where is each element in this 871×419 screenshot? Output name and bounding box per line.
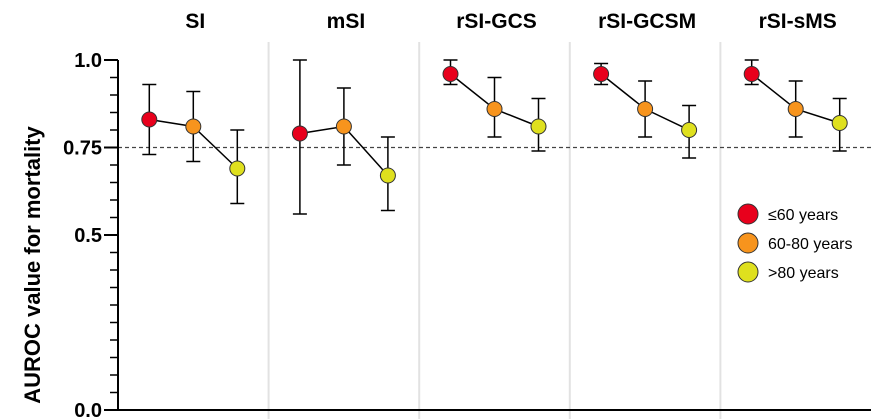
y-tick-label: 0.0 (74, 400, 102, 419)
series-layer (141, 59, 848, 215)
data-point (681, 122, 698, 138)
panel-title: SI (185, 10, 205, 33)
y-axis: 1.0 0.75 0.5 0.0 (63, 50, 871, 419)
data-point (442, 66, 459, 82)
panel-titles: SI mSI rSI-GCS rSI-GCSM rSI-sMS (185, 10, 836, 33)
panel-title: rSI-GCSM (598, 10, 696, 33)
data-point (185, 118, 202, 135)
panel-title: mSI (327, 10, 366, 33)
data-point (141, 111, 158, 128)
panel-series (593, 62, 698, 159)
data-point (787, 101, 804, 117)
panel-series (141, 83, 246, 205)
data-point (486, 101, 503, 117)
legend-marker (737, 261, 759, 283)
panel-title: rSI-sMS (759, 10, 837, 33)
data-point (291, 125, 308, 142)
legend-label: ≤60 years (768, 207, 838, 224)
panel-series (442, 59, 547, 152)
legend-label: >80 years (768, 265, 839, 282)
panel-dividers (267, 42, 722, 419)
y-axis-label: AUROC value for mortality (20, 125, 45, 403)
data-point (593, 66, 610, 82)
data-point (379, 167, 396, 184)
panel-series (743, 59, 848, 152)
legend-label: 60-80 years (768, 236, 853, 253)
legend-marker (737, 203, 759, 225)
data-point (335, 118, 352, 135)
data-point (229, 160, 246, 177)
y-tick-label: 1.0 (74, 50, 102, 72)
data-point (530, 118, 547, 135)
legend: ≤60 years 60-80 years >80 years (737, 203, 853, 283)
data-point (831, 115, 848, 131)
data-point (743, 66, 760, 82)
panel-series (291, 59, 396, 215)
data-point (637, 101, 654, 117)
panel-title: rSI-GCS (456, 10, 537, 33)
y-tick-label: 0.5 (74, 225, 102, 247)
legend-marker (737, 232, 759, 254)
y-tick-label: 0.75 (63, 138, 102, 160)
